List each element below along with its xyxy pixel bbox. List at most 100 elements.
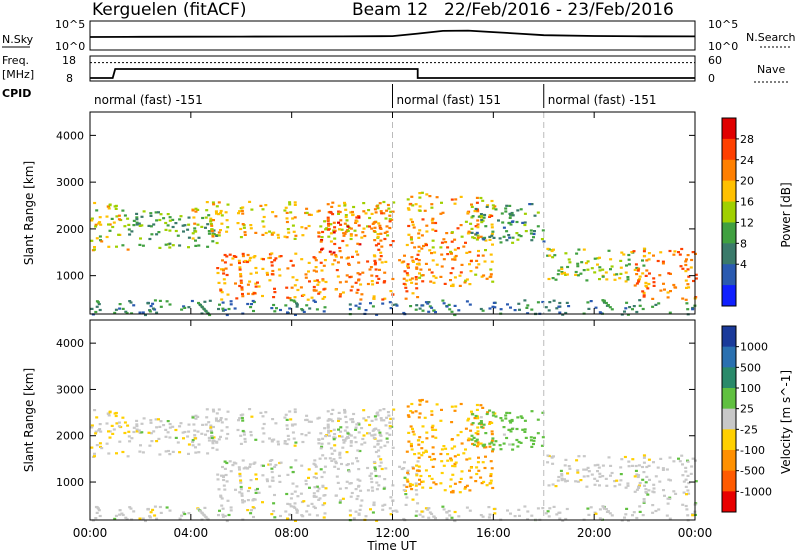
power-echo-cell [411, 292, 415, 295]
velocity-echo-cell [319, 447, 323, 450]
power-echo-cell [442, 302, 446, 305]
power-echo-cell [357, 307, 361, 310]
power-echo-cell [564, 311, 568, 315]
velocity-echo-cell [125, 518, 129, 521]
velocity-echo-cell [517, 440, 521, 444]
velocity-echo-cell [654, 509, 658, 513]
power-echo-cell [164, 221, 168, 225]
velocity-echo-cell [382, 487, 386, 490]
power-echo-cell [374, 244, 378, 247]
power-echo-cell [659, 251, 663, 254]
power-echo-cell [432, 309, 436, 312]
power-echo-cell [373, 259, 377, 262]
velocity-echo-cell [476, 417, 480, 420]
power-echo-cell [647, 252, 651, 255]
velocity-echo-cell [272, 510, 276, 513]
velocity-echo-cell [674, 492, 678, 495]
velocity-echo-cell [366, 432, 369, 435]
power-echo-cell [225, 230, 229, 233]
velocity-echo-cell [245, 467, 249, 470]
power-echo-cell [246, 302, 250, 306]
velocity-echo-cell [402, 489, 406, 492]
velocity-echo-cell [476, 461, 480, 464]
power-echo-cell [262, 215, 266, 219]
velocity-echo-cell [502, 433, 506, 436]
power-echo-cell [320, 239, 324, 242]
velocity-echo-cell [243, 437, 247, 441]
power-echo-cell [349, 233, 353, 236]
power-echo-cell [372, 297, 376, 300]
power-echo-cell [415, 257, 419, 261]
power-echo-cell [274, 215, 278, 218]
power-echo-cell [362, 202, 366, 205]
power-echo-cell [458, 284, 462, 287]
power-echo-cell [590, 267, 594, 270]
velocity-echo-cell [333, 465, 337, 468]
power-echo-cell [310, 296, 314, 299]
velocity-echo-cell [505, 411, 509, 414]
power-echo-cell [687, 286, 691, 289]
velocity-echo-cell [687, 492, 691, 495]
power-echo-cell [499, 308, 503, 311]
velocity-echo-cell [470, 438, 474, 441]
power-echo-cell [479, 307, 483, 311]
power-echo-cell [456, 247, 460, 250]
freq-unit-label: [MHz] [2, 68, 34, 81]
power-echo-cell [476, 236, 480, 239]
power-echo-cell [383, 271, 387, 274]
velocity-echo-cell [191, 440, 195, 444]
power-echo-cell [187, 246, 190, 249]
velocity-echo-cell [330, 412, 334, 416]
velocity-echo-cell [651, 504, 655, 507]
power-echo-cell [339, 293, 342, 296]
velocity-echo-cell [694, 502, 698, 505]
power-echo-cell [123, 214, 127, 217]
velocity-echo-cell [332, 438, 336, 441]
velocity-echo-cell [623, 516, 626, 519]
power-echo-cell [330, 253, 334, 256]
velocity-echo-cell [421, 486, 425, 489]
velocity-echo-cell [481, 515, 485, 518]
power-echo-cell [112, 221, 116, 224]
power-echo-cell [556, 273, 560, 276]
velocity-echo-cell [202, 514, 206, 517]
velocity-echo-cell [402, 484, 406, 487]
power-echo-cell [370, 274, 374, 277]
velocity-echo-cell [285, 418, 289, 421]
velocity-echo-cell [315, 514, 319, 517]
power-echo-cell [337, 221, 340, 224]
velocity-echo-cell [272, 502, 276, 505]
power-echo-cell [118, 303, 122, 306]
power-echo-cell [300, 258, 304, 261]
power-echo-cell [533, 214, 537, 217]
x-tick-label: 12:00 [375, 526, 410, 540]
power-echo-cell [407, 224, 411, 228]
power-echo-cell [117, 214, 121, 217]
velocity-echo-cell [93, 455, 96, 458]
power-echo-cell [406, 265, 410, 268]
power-echo-cell [638, 299, 642, 302]
power-echo-cell [346, 229, 350, 233]
power-echo-cell [389, 210, 393, 213]
power-echo-cell [633, 284, 637, 287]
velocity-echo-cell [168, 436, 172, 439]
velocity-echo-cell [237, 419, 240, 422]
velocity-echo-cell [494, 440, 498, 443]
power-echo-cell [197, 301, 200, 305]
velocity-echo-cell [300, 464, 304, 467]
power-echo-cell [287, 231, 291, 234]
power-echo-cell [159, 213, 163, 216]
power-echo-cell [634, 263, 638, 266]
velocity-echo-cell [598, 475, 602, 478]
power-echo-cell [647, 258, 651, 261]
power-echo-cell [508, 212, 512, 215]
power-echo-cell [217, 213, 220, 216]
power-echo-cell [338, 210, 342, 214]
velocity-frame [89, 319, 696, 521]
velocity-echo-cell [440, 408, 443, 411]
velocity-echo-cell [403, 476, 407, 479]
velocity-echo-cell [139, 444, 142, 447]
power-echo-cell [509, 214, 513, 217]
power-echo-cell [465, 278, 469, 281]
power-echo-cell [469, 270, 473, 273]
